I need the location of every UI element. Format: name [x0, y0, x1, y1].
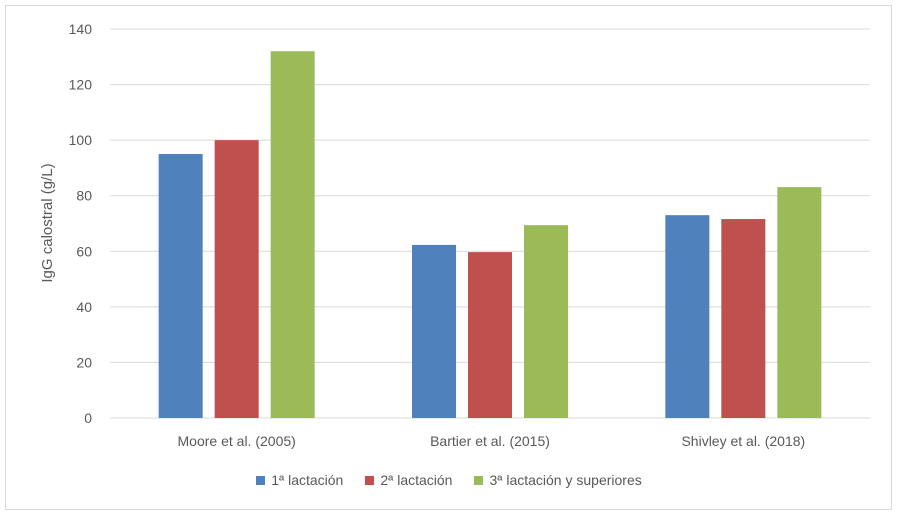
bar-3 [777, 187, 822, 418]
bar-3 [270, 51, 315, 418]
legend-label: 3ª lactación y superiores [489, 472, 642, 488]
x-tick-label: Shivley et al. (2018) [681, 433, 805, 449]
y-tick-label: 140 [69, 21, 93, 37]
bar-1 [665, 215, 710, 418]
y-tick-label: 120 [69, 77, 93, 93]
bar-1 [412, 244, 456, 418]
x-tick-label: Bartier et al. (2015) [430, 433, 550, 449]
y-tick-label: 80 [76, 188, 92, 204]
bar-2 [721, 219, 766, 418]
y-tick-label: 20 [76, 354, 92, 370]
bar-1 [158, 154, 203, 419]
legend-swatch [365, 475, 375, 485]
y-tick-label: 0 [84, 410, 92, 426]
legend: 1ª lactación 2ª lactación 3ª lactación y s… [0, 472, 898, 488]
bar-3 [524, 225, 568, 418]
legend-label: 2ª lactación [380, 472, 453, 488]
x-tick-label: Moore et al. (2005) [178, 433, 296, 449]
y-tick-label: 100 [69, 132, 93, 148]
bar-2 [468, 252, 512, 418]
y-tick-label: 60 [76, 243, 92, 259]
legend-label: 1ª lactación [271, 472, 344, 488]
legend-swatch [474, 475, 484, 485]
bar-2 [214, 140, 259, 418]
y-tick-label: 40 [76, 299, 92, 315]
y-axis-label: IgG calostral (g/L) [39, 163, 56, 282]
chart-frame [5, 5, 892, 510]
legend-item: 3ª lactación y superiores [474, 472, 642, 488]
legend-item: 1ª lactación [256, 472, 343, 488]
legend-item: 2ª lactación [365, 472, 452, 488]
legend-swatch [256, 475, 266, 485]
